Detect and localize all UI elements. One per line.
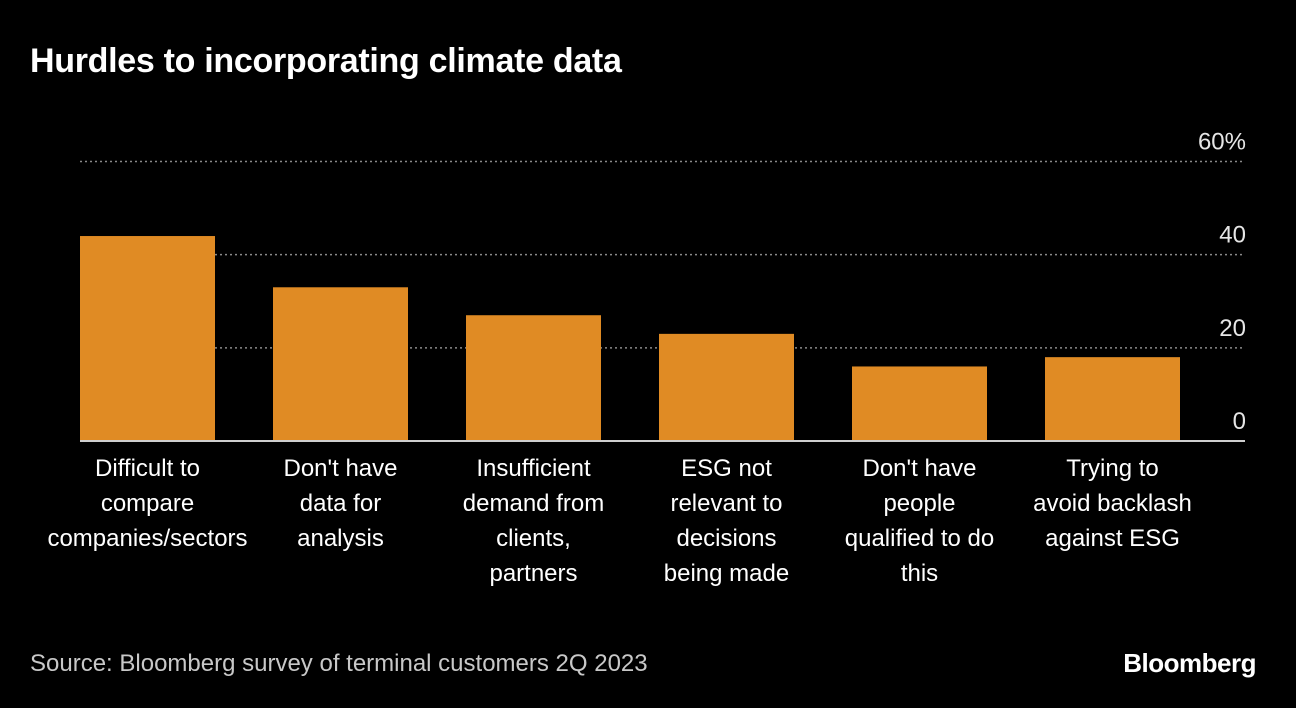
x-category-label: companies/sectors bbox=[47, 525, 247, 552]
x-category-label: being made bbox=[664, 560, 789, 587]
x-category-label: data for bbox=[300, 490, 381, 517]
x-category-label: compare bbox=[101, 490, 194, 517]
x-category-label: this bbox=[901, 560, 938, 587]
bar bbox=[659, 333, 794, 441]
x-category-label: partners bbox=[489, 560, 577, 587]
source-note: Source: Bloomberg survey of terminal cus… bbox=[30, 650, 648, 677]
x-category-label: analysis bbox=[297, 525, 384, 552]
x-category-label: qualified to do bbox=[845, 525, 994, 552]
x-category-label: Insufficient bbox=[476, 455, 591, 482]
x-category-label: decisions bbox=[676, 525, 776, 552]
bar bbox=[80, 236, 215, 441]
x-category-label: ESG not bbox=[681, 455, 772, 482]
x-category-label: Difficult to bbox=[95, 455, 200, 482]
x-category-label: demand from bbox=[463, 490, 604, 517]
bar bbox=[273, 287, 408, 441]
y-tick-label: 60% bbox=[1198, 129, 1246, 156]
x-category-label: relevant to bbox=[670, 490, 782, 517]
x-category-label: people bbox=[883, 490, 955, 517]
bar bbox=[852, 366, 987, 441]
y-tick-label: 0 bbox=[1233, 408, 1246, 435]
y-tick-label: 40 bbox=[1219, 222, 1246, 249]
x-category-label: avoid backlash bbox=[1033, 490, 1192, 517]
x-category-label: Trying to bbox=[1066, 455, 1158, 482]
chart-title: Hurdles to incorporating climate data bbox=[30, 42, 622, 80]
x-category-label: against ESG bbox=[1045, 525, 1180, 552]
bar bbox=[466, 315, 601, 441]
bloomberg-logo: Bloomberg bbox=[1123, 648, 1256, 678]
x-category-label: clients, bbox=[496, 525, 571, 552]
y-tick-label: 20 bbox=[1219, 315, 1246, 342]
x-category-label: Don't have bbox=[863, 455, 977, 482]
x-category-label: Don't have bbox=[284, 455, 398, 482]
bar bbox=[1045, 357, 1180, 441]
